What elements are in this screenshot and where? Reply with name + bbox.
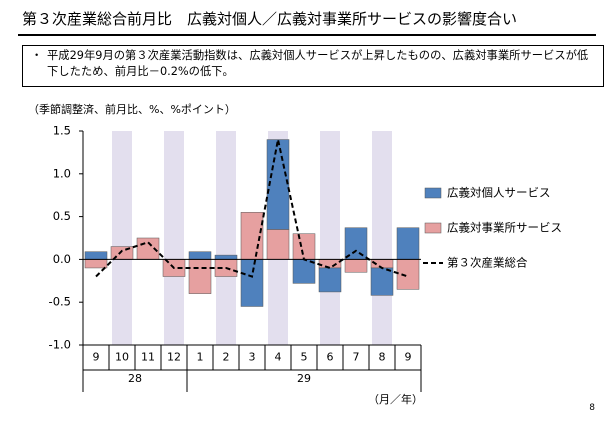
y-tick-label: 0.0: [53, 252, 71, 266]
column-shade: [372, 131, 392, 345]
legend-swatch: [424, 222, 442, 234]
x-tick-label: 9: [405, 351, 412, 364]
note-box: ・ 平成29年9月の第３次産業活動指数は、広義対個人サービスが上昇したものの、広…: [22, 45, 604, 87]
column-shade: [164, 131, 184, 345]
title-rule: [18, 34, 596, 36]
x-tick-label: 7: [353, 351, 360, 364]
x-tick-label: 1: [197, 351, 204, 364]
x-axis-label: （月／年）: [368, 392, 423, 406]
bar: [188, 259, 212, 294]
column-shade: [216, 131, 236, 345]
bar: [84, 251, 108, 260]
x-tick-label: 6: [327, 351, 334, 364]
bar: [266, 229, 290, 260]
y-axis-label: （季節調整済、前月比、%、%ポイント）: [28, 103, 236, 116]
bar: [292, 233, 316, 260]
bullet: ・: [31, 49, 43, 62]
y-tick-label: -0.5: [49, 295, 71, 309]
bar: [396, 227, 420, 260]
column-shade: [320, 131, 340, 345]
x-tick-label: 9: [93, 351, 100, 364]
x-tick-label: 8: [379, 351, 386, 364]
note: 平成29年9月の第３次産業活動指数は、広義対個人サービスが上昇したものの、広義対…: [47, 49, 589, 78]
bar: [370, 267, 394, 296]
x-tick-label: 4: [275, 351, 282, 364]
y-tick-label: 1.5: [53, 124, 71, 138]
year-label: 29: [297, 372, 311, 385]
line-series: [95, 139, 409, 278]
bar: [240, 212, 264, 260]
x-tick-label: 5: [301, 351, 308, 364]
legend-label: 広義対事業所サービス: [447, 221, 562, 235]
bar: [240, 259, 264, 307]
bar: [344, 259, 368, 273]
page-number: 8: [589, 403, 595, 413]
bar: [266, 139, 290, 230]
x-tick-label: 3: [249, 351, 256, 364]
legend-swatch: [424, 187, 442, 199]
x-tick-label: 11: [141, 351, 155, 364]
y-tick-label: 0.5: [53, 209, 71, 223]
bar: [84, 259, 108, 269]
y-tick-label: -1.0: [49, 338, 71, 352]
legend-label: 第３次産業総合: [447, 256, 528, 270]
bar: [318, 267, 342, 293]
column-shade: [112, 131, 132, 345]
x-tick-label: 12: [167, 351, 181, 364]
bar: [188, 251, 212, 260]
bar: [214, 254, 238, 260]
year-label: 28: [128, 372, 142, 385]
bar: [292, 259, 316, 284]
y-tick-label: 1.0: [53, 166, 71, 180]
x-tick-label: 2: [223, 351, 230, 364]
x-tick-label: 10: [115, 351, 129, 364]
bar: [344, 227, 368, 260]
bar: [396, 259, 420, 290]
bar: [318, 259, 342, 269]
legend-label: 広義対個人サービス: [447, 186, 551, 200]
title: 第３次産業総合前月比 広義対個人／広義対事業所サービスの影響度合い: [22, 10, 518, 28]
